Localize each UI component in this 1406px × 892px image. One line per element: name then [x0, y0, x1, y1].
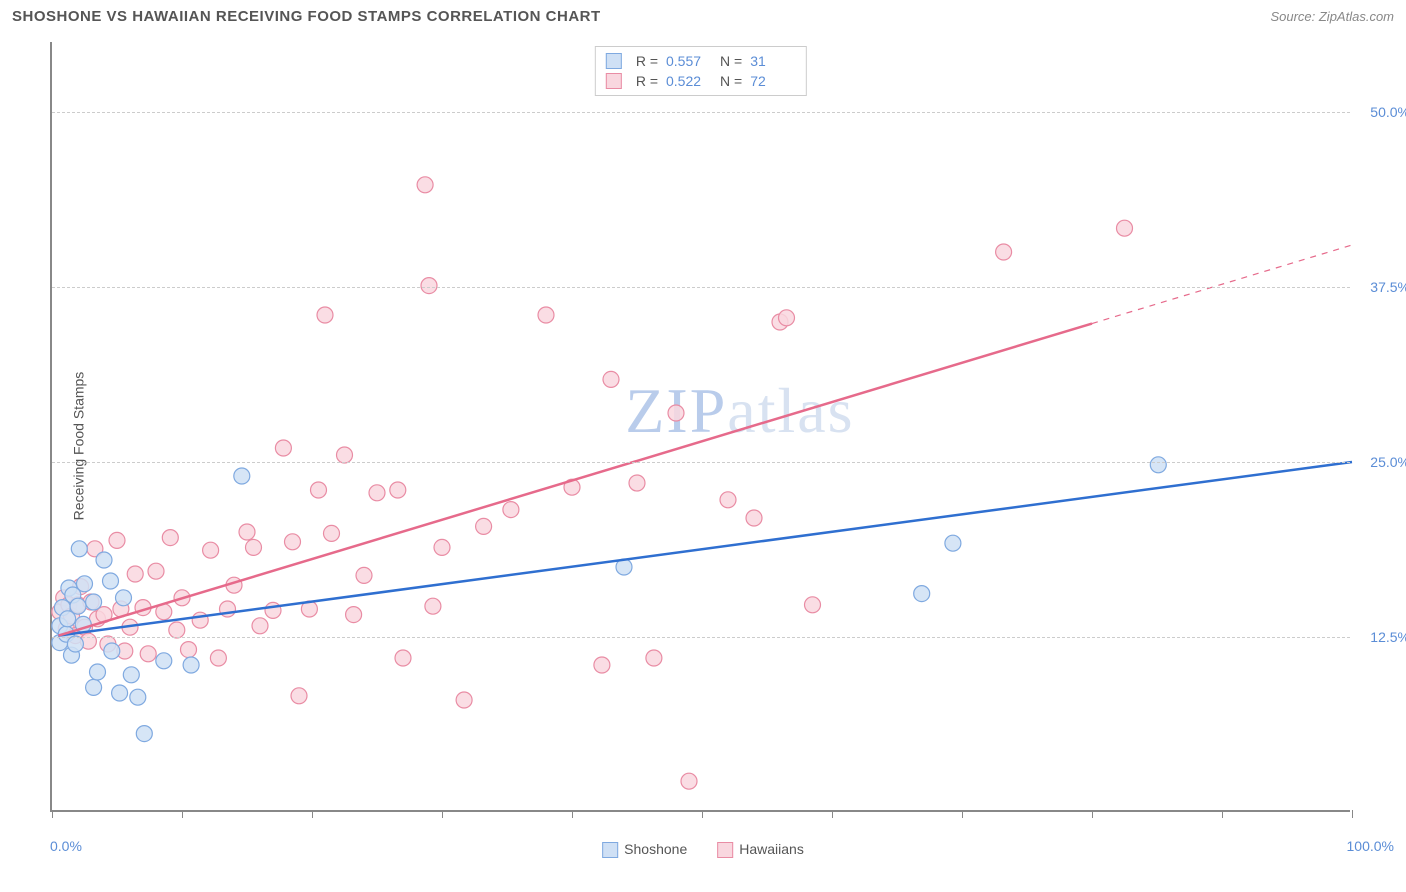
data-point	[239, 524, 255, 540]
data-point	[116, 590, 132, 606]
data-point	[234, 468, 250, 484]
x-min-label: 0.0%	[50, 838, 82, 854]
x-tick	[572, 810, 573, 818]
data-point	[104, 643, 120, 659]
x-tick	[702, 810, 703, 818]
data-point	[203, 542, 219, 558]
chart-source: Source: ZipAtlas.com	[1270, 9, 1394, 24]
data-point	[668, 405, 684, 421]
data-point	[252, 618, 268, 634]
x-tick	[1352, 810, 1353, 818]
x-tick	[312, 810, 313, 818]
data-point	[395, 650, 411, 666]
data-point	[337, 447, 353, 463]
swatch-hawaiians-icon	[717, 842, 733, 858]
data-point	[285, 534, 301, 550]
swatch-shoshone-icon	[602, 842, 618, 858]
data-point	[356, 567, 372, 583]
y-tick-label: 50.0%	[1370, 104, 1406, 120]
data-point	[169, 622, 185, 638]
data-point	[317, 307, 333, 323]
data-point	[210, 650, 226, 666]
data-point	[71, 541, 87, 557]
data-point	[417, 177, 433, 193]
data-point	[1150, 457, 1166, 473]
data-point	[96, 552, 112, 568]
data-point	[594, 657, 610, 673]
data-point	[127, 566, 143, 582]
data-point	[503, 502, 519, 518]
x-tick	[442, 810, 443, 818]
data-point	[346, 607, 362, 623]
y-tick-label: 12.5%	[1370, 629, 1406, 645]
data-point	[183, 657, 199, 673]
data-point	[456, 692, 472, 708]
data-point	[136, 726, 152, 742]
x-tick	[182, 810, 183, 818]
data-point	[311, 482, 327, 498]
y-tick-label: 25.0%	[1370, 454, 1406, 470]
data-point	[746, 510, 762, 526]
legend-item-shoshone: Shoshone	[602, 841, 687, 858]
data-point	[1117, 220, 1133, 236]
data-point	[945, 535, 961, 551]
data-point	[67, 636, 83, 652]
legend-item-hawaiians: Hawaiians	[717, 841, 804, 858]
data-point	[86, 594, 102, 610]
gridline	[52, 112, 1350, 113]
data-point	[434, 539, 450, 555]
data-point	[996, 244, 1012, 260]
gridline	[52, 287, 1350, 288]
data-point	[86, 679, 102, 695]
gridline	[52, 462, 1350, 463]
data-point	[720, 492, 736, 508]
x-tick	[832, 810, 833, 818]
data-point	[681, 773, 697, 789]
trend-line	[59, 324, 1093, 636]
data-point	[90, 664, 106, 680]
data-point	[246, 539, 262, 555]
data-point	[162, 530, 178, 546]
data-point	[109, 532, 125, 548]
gridline	[52, 637, 1350, 638]
data-point	[629, 475, 645, 491]
data-point	[291, 688, 307, 704]
data-point	[77, 576, 93, 592]
data-point	[805, 597, 821, 613]
data-point	[275, 440, 291, 456]
x-tick	[962, 810, 963, 818]
x-tick	[1092, 810, 1093, 818]
data-point	[148, 563, 164, 579]
y-tick-label: 37.5%	[1370, 279, 1406, 295]
trend-line-dashed	[1092, 245, 1352, 324]
data-point	[914, 586, 930, 602]
x-tick	[52, 810, 53, 818]
data-point	[425, 598, 441, 614]
data-point	[324, 525, 340, 541]
x-tick	[1222, 810, 1223, 818]
data-point	[130, 689, 146, 705]
x-max-label: 100.0%	[1347, 838, 1394, 854]
data-point	[181, 642, 197, 658]
data-point	[646, 650, 662, 666]
data-point	[538, 307, 554, 323]
data-point	[369, 485, 385, 501]
chart-header: SHOSHONE VS HAWAIIAN RECEIVING FOOD STAM…	[0, 0, 1406, 31]
plot-area: ZIPatlas R =0.557 N =31 R =0.522 N =72 1…	[50, 42, 1350, 812]
scatter-svg	[52, 42, 1352, 812]
data-point	[476, 518, 492, 534]
data-point	[779, 310, 795, 326]
chart-title: SHOSHONE VS HAWAIIAN RECEIVING FOOD STAM…	[12, 8, 601, 25]
data-point	[140, 646, 156, 662]
data-point	[390, 482, 406, 498]
series-legend: Shoshone Hawaiians	[602, 841, 804, 858]
data-point	[603, 371, 619, 387]
data-point	[123, 667, 139, 683]
data-point	[421, 278, 437, 294]
data-point	[70, 598, 86, 614]
data-point	[112, 685, 128, 701]
data-point	[156, 653, 172, 669]
data-point	[103, 573, 119, 589]
